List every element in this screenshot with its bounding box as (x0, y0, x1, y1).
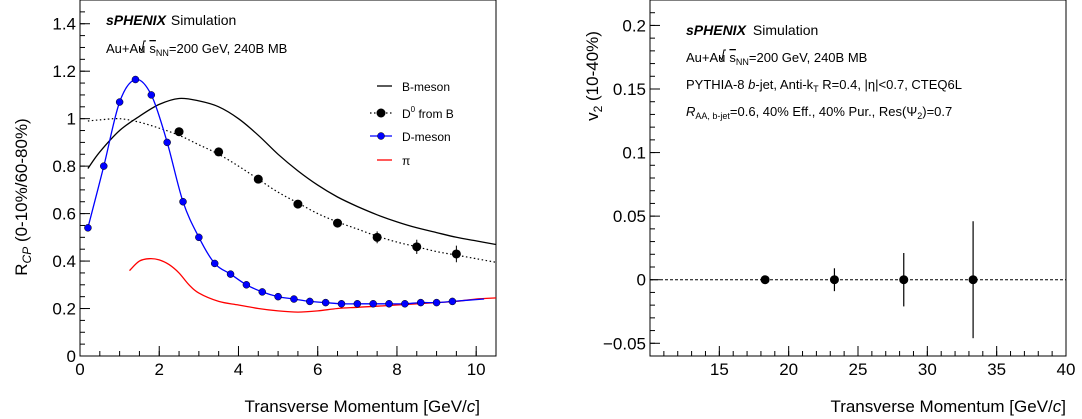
v2-y-tick-label: 0 (637, 271, 646, 290)
v2-y-tick-label: 0.05 (613, 207, 646, 226)
rcp-sqrt-glyph (139, 40, 146, 53)
d0-from-b-point (372, 232, 382, 242)
dmeson-point (448, 297, 457, 306)
dmeson-point (179, 197, 187, 206)
dmeson-point (337, 300, 346, 308)
v2-x-tick-label: 35 (987, 360, 1006, 379)
rcp-series-group (84, 75, 496, 313)
rcp-data (84, 75, 496, 313)
dmeson-point (258, 288, 266, 296)
rcp-y-tick-label: 0.4 (52, 252, 76, 271)
dmeson-point (115, 98, 124, 106)
dmeson-point (321, 298, 330, 307)
dmeson-point (416, 298, 425, 307)
v2-x-tick-label: 20 (779, 360, 798, 379)
rcp-x-tick-label: 4 (234, 360, 243, 379)
dmeson-point (385, 300, 393, 308)
rcp-plot-frame (79, 0, 497, 357)
rcp-x-tick-label: 0 (75, 360, 84, 379)
v2-sqrt-glyph (719, 49, 726, 62)
v2-panel: 15 20 25 30 35 40 −0.05 0 0.05 0.1 0.15 0.2 sPHENIX… (583, 0, 1075, 416)
v2-annotation-title: sPHENIX Simulation (686, 22, 818, 38)
dmeson-point (195, 233, 203, 242)
d0-from-b-point (214, 147, 224, 157)
d0-from-b-curve (87, 118, 496, 263)
dmeson-point (226, 270, 235, 278)
v2-data (650, 221, 1066, 339)
d0-from-b-point (293, 199, 303, 209)
v2-annotation-system: Au+Au sNN=200 GeV, 240B MB (686, 50, 867, 67)
rcp-y-tick-label: 0.2 (52, 300, 76, 319)
rcp-y-tick-label: 0.6 (52, 205, 76, 224)
rcp-y-axis-title: RCP (0-10%/60-80%) (12, 118, 34, 275)
rcp-y-tick-label: 1.2 (52, 62, 76, 81)
dmeson-point (210, 259, 219, 268)
d0-from-b-point (333, 218, 343, 228)
rcp-x-tick-label: 8 (392, 360, 401, 379)
v2-y-tick-label: 0.15 (613, 80, 646, 99)
v2-x-tick-label: 40 (1057, 360, 1076, 379)
rcp-y-tick-label: 0 (67, 347, 76, 366)
v2-annotation-performance: RAA, b-jet=0.6, 40% Eff., 40% Pur., Res(… (686, 104, 952, 121)
v2-point (760, 275, 770, 285)
dmeson-point (274, 292, 282, 301)
legend-marker-dmeson (377, 132, 385, 140)
v2-x-tick-label: 15 (710, 360, 729, 379)
legend-label-dmeson: D-meson (402, 130, 451, 144)
rcp-y-tick-label: 1 (67, 110, 76, 129)
d0-from-b-point (451, 249, 461, 259)
rcp-y-tick-label: 1.4 (52, 15, 76, 34)
legend-label-bmeson: B-meson (402, 80, 450, 94)
v2-y-tick-label: −0.05 (603, 334, 646, 353)
v2-annotation-generator: PYTHIA-8 b-jet, Anti-kT R=0.4, |η|<0.7, … (686, 77, 962, 94)
rcp-annotation-system: Au+Au sNN=200 GeV, 240B MB (106, 41, 287, 58)
dmeson-point (290, 295, 298, 303)
v2-point (899, 275, 909, 285)
rcp-x-tick-label: 6 (313, 360, 322, 379)
rcp-axes: 0 2 4 6 8 10 0 0.2 0.4 0.6 0.8 1 1.2 1.4 (52, 0, 497, 379)
v2-y-axis-title: v2 (10-40%) (583, 31, 605, 121)
rcp-x-tick-label: 2 (155, 360, 164, 379)
d0-from-b-point (253, 174, 263, 184)
d0-from-b-point (412, 242, 422, 252)
rcp-legend: B-meson D0 from B D-meson π (370, 80, 454, 168)
v2-point (968, 275, 978, 285)
legend-label-d0fromb: D0 from B (402, 105, 454, 121)
legend-label-pion: π (402, 154, 410, 168)
v2-x-tick-label: 25 (849, 360, 868, 379)
legend-marker-d0fromb (376, 108, 386, 118)
v2-x-tick-label: 30 (918, 360, 937, 379)
v2-y-tick-label: 0.1 (622, 144, 646, 163)
v2-point (829, 275, 839, 285)
v2-y-tick-label: 0.2 (622, 16, 646, 35)
dmeson-point (401, 300, 409, 308)
bmeson-curve (87, 97, 496, 246)
v2-x-axis-title: Transverse Momentum [GeV/c] (830, 397, 1066, 416)
dmeson-point (131, 75, 140, 84)
dmeson-point (147, 91, 156, 99)
dmeson-point (84, 224, 92, 232)
dmeson-point (353, 300, 362, 308)
dmeson-point (100, 162, 108, 170)
dmeson-point (432, 298, 441, 307)
dmeson-point (369, 300, 377, 308)
rcp-panel: 0 2 4 6 8 10 0 0.2 0.4 0.6 0.8 1 1.2 1.4 sPHENIX Simul… (12, 0, 497, 416)
v2-axes: 15 20 25 30 35 40 −0.05 0 0.05 0.1 0.15 0.2 (603, 0, 1075, 379)
dmeson-point (306, 297, 314, 306)
rcp-y-tick-label: 0.8 (52, 157, 76, 176)
v2-plot-frame (649, 0, 1067, 357)
dmeson-point (242, 281, 251, 289)
rcp-x-axis-title: Transverse Momentum [GeV/c] (244, 397, 480, 416)
d0-from-b-point (174, 127, 184, 137)
rcp-annotation-title: sPHENIX Simulation (106, 12, 236, 28)
dmeson-point (163, 138, 171, 147)
rcp-x-tick-label: 10 (467, 360, 486, 379)
